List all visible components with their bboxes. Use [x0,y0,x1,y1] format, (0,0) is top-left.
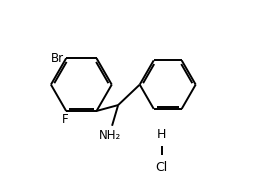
Text: F: F [62,113,68,126]
Text: Br: Br [51,52,64,65]
Text: H: H [157,128,166,141]
Text: NH₂: NH₂ [99,129,121,142]
Text: Cl: Cl [155,161,168,174]
